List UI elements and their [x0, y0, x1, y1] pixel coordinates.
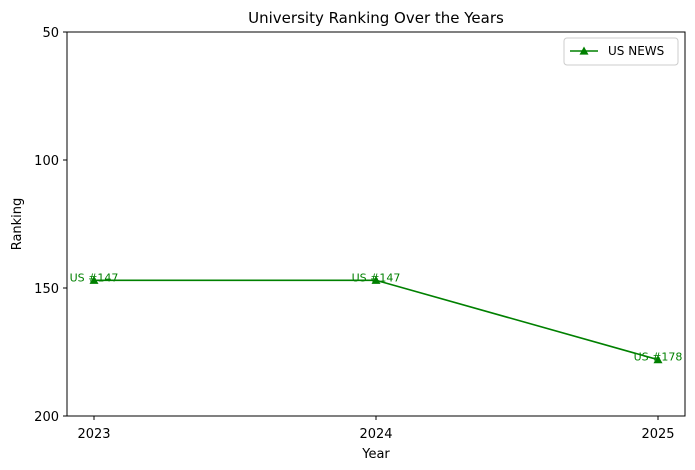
data-label: US #178	[634, 351, 683, 364]
series-layer: US #147 US #147 US #178	[70, 271, 683, 363]
data-point-marker	[89, 275, 99, 284]
legend-label-us-news: US NEWS	[608, 44, 664, 58]
x-axis: 2023 2024 2025	[77, 416, 675, 442]
legend: US NEWS	[563, 37, 679, 66]
data-label: US #147	[352, 271, 401, 284]
x-tick-label: 2024	[359, 427, 392, 442]
y-tick-label: 150	[34, 282, 59, 297]
x-tick-label: 2023	[77, 427, 110, 442]
y-tick-label: 50	[42, 26, 59, 41]
y-axis-label: Ranking	[10, 198, 25, 251]
legend-box	[563, 37, 679, 66]
chart-title: University Ranking Over the Years	[248, 9, 504, 27]
x-tick-label: 2025	[641, 427, 674, 442]
y-axis: 50 100 150 200	[34, 26, 67, 425]
data-label: US #147	[70, 271, 119, 284]
data-point-marker	[371, 275, 381, 284]
y-tick-label: 100	[34, 154, 59, 169]
plot-area	[66, 31, 686, 417]
data-point-marker	[653, 355, 663, 364]
x-axis-label: Year	[361, 447, 390, 462]
y-tick-label: 200	[34, 410, 59, 425]
legend-marker-triangle-icon	[579, 46, 589, 55]
